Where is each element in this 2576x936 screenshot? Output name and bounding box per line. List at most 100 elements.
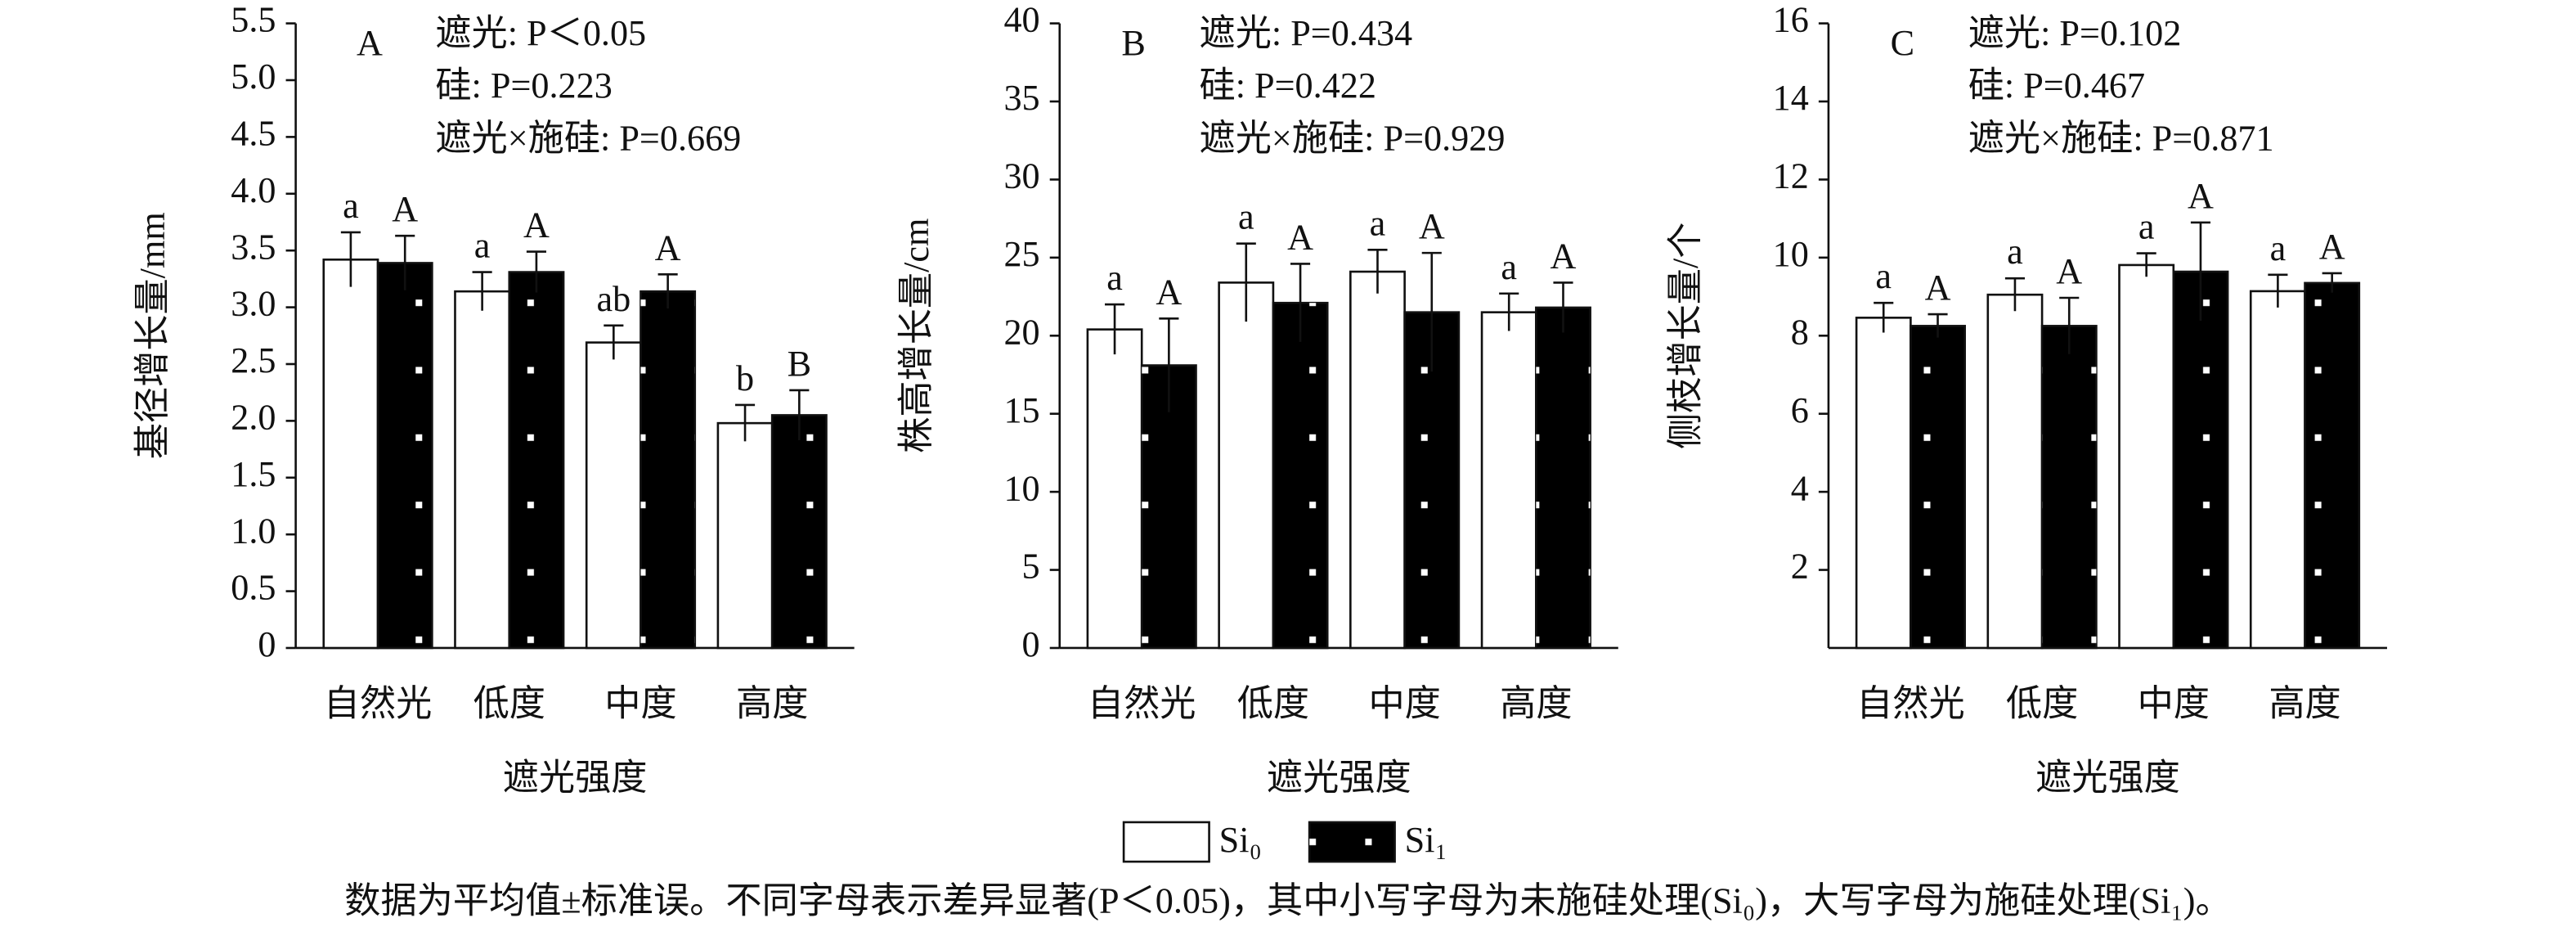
bar-pattern <box>1536 307 1591 648</box>
bar <box>1855 317 1912 650</box>
bar <box>1086 328 1143 650</box>
error-bar <box>340 231 361 287</box>
error-bar <box>1105 303 1125 355</box>
y-tick-label: 10 <box>1003 468 1039 508</box>
error-bar <box>789 389 810 440</box>
bar-pattern <box>1142 365 1196 648</box>
significance-letter: A <box>2188 176 2214 216</box>
y-tick-label: 0 <box>1022 624 1040 664</box>
y-tick-label: 15 <box>1003 390 1039 430</box>
x-tick-label: 高度 <box>736 683 808 723</box>
x-tick-label: 低度 <box>2006 683 2078 723</box>
x-tick-label: 中度 <box>2138 683 2210 723</box>
significance-letter: a <box>2138 207 2155 247</box>
annotation: 遮光: P＜0.05 <box>435 13 646 53</box>
error-bar <box>1236 242 1256 322</box>
error-bar <box>657 273 678 308</box>
x-tick-label: 中度 <box>1368 683 1440 723</box>
significance-letter: B <box>788 344 811 384</box>
x-tick-label: 高度 <box>2269 683 2340 723</box>
error-bar <box>1553 281 1573 333</box>
y-tick-label: 30 <box>1003 156 1039 196</box>
y-tick-label: 2 <box>1791 547 1809 587</box>
bar-pattern <box>1272 303 1328 648</box>
error-bar <box>2136 252 2156 277</box>
x-tick-label: 低度 <box>1237 683 1309 723</box>
error-bar <box>1874 301 1894 333</box>
bar <box>2249 290 2306 650</box>
caption: 数据为平均值±标准误。不同字母表示差异显著(P＜0.05)，其中小写字母为未施硅… <box>344 881 2231 921</box>
legend-swatch <box>1122 821 1210 863</box>
y-tick-label: 0.5 <box>231 568 276 608</box>
significance-letter: A <box>1925 268 1951 308</box>
y-axis-title: 基径增长量/mm <box>132 212 173 459</box>
significance-letter: a <box>1875 256 1892 296</box>
y-tick-label: 14 <box>1773 78 1809 118</box>
annotation: 硅: P=0.223 <box>435 65 612 106</box>
x-tick-label: 自然光 <box>1856 683 1965 723</box>
y-tick-label: 3.0 <box>231 284 276 324</box>
y-tick-label: 0 <box>258 624 276 664</box>
y-tick-label: 1.0 <box>231 511 276 551</box>
significance-letter: A <box>1287 218 1313 258</box>
annotation: 硅: P=0.467 <box>1968 65 2145 106</box>
significance-letter: a <box>2007 232 2023 272</box>
legend-label: Si₀ <box>1219 820 1262 860</box>
significance-letter: a <box>2270 228 2287 268</box>
significance-letter: A <box>655 227 681 268</box>
panel-label: A <box>357 23 383 63</box>
error-bar <box>2322 272 2342 293</box>
y-tick-label: 2.0 <box>231 398 276 438</box>
y-tick-label: 35 <box>1003 78 1039 118</box>
bar-pattern <box>2173 272 2228 648</box>
significance-letter: a <box>474 226 491 266</box>
y-tick-label: 25 <box>1003 234 1039 274</box>
significance-letter: A <box>1551 236 1577 276</box>
y-tick-label: 20 <box>1003 312 1039 352</box>
x-axis-title: 遮光强度 <box>2035 758 2180 798</box>
significance-letter: a <box>1501 247 1517 287</box>
significance-letter: A <box>1419 206 1445 246</box>
error-bar <box>604 324 624 360</box>
error-bar <box>1367 249 1388 294</box>
significance-letter: A <box>392 189 418 229</box>
x-tick-label: 中度 <box>604 683 676 723</box>
x-tick-label: 自然光 <box>1088 683 1196 723</box>
significance-letter: A <box>523 205 550 245</box>
y-tick-label: 8 <box>1791 312 1809 352</box>
y-tick-label: 3.5 <box>231 227 276 267</box>
bar <box>1986 293 2044 650</box>
bar <box>1480 311 1537 650</box>
bar-pattern <box>1910 326 1965 648</box>
error-bar <box>1159 317 1179 412</box>
significance-letter: ab <box>596 279 631 319</box>
panel-label: B <box>1121 23 1145 63</box>
bar <box>585 341 642 650</box>
bar-pattern <box>2042 326 2097 648</box>
annotation: 遮光×施硅: P=0.871 <box>1968 118 2274 158</box>
significance-letter: A <box>1156 272 1182 312</box>
x-axis-title: 遮光强度 <box>1267 758 1411 798</box>
bar <box>1218 281 1275 650</box>
y-tick-label: 5 <box>1022 547 1040 587</box>
bar-pattern <box>378 263 433 648</box>
error-bar <box>526 250 546 293</box>
x-tick-label: 低度 <box>473 683 545 723</box>
y-tick-label: 16 <box>1773 0 1809 40</box>
y-axis-title: 株高增长量/cm <box>896 218 936 453</box>
bar <box>716 421 774 650</box>
y-tick-label: 4.5 <box>231 114 276 154</box>
bar-pattern <box>640 291 695 648</box>
y-axis-title: 侧枝增长量/个 <box>1665 223 1705 449</box>
error-bar <box>1499 292 1519 331</box>
annotation: 遮光×施硅: P=0.669 <box>435 118 741 158</box>
x-tick-label: 高度 <box>1500 683 1572 723</box>
error-bar <box>395 234 415 290</box>
significance-letter: A <box>2056 251 2082 291</box>
annotation: 遮光: P=0.434 <box>1200 13 1413 53</box>
significance-letter: a <box>1106 258 1123 298</box>
bar <box>454 290 511 650</box>
significance-letter: b <box>736 358 754 398</box>
error-bar <box>2059 296 2080 354</box>
